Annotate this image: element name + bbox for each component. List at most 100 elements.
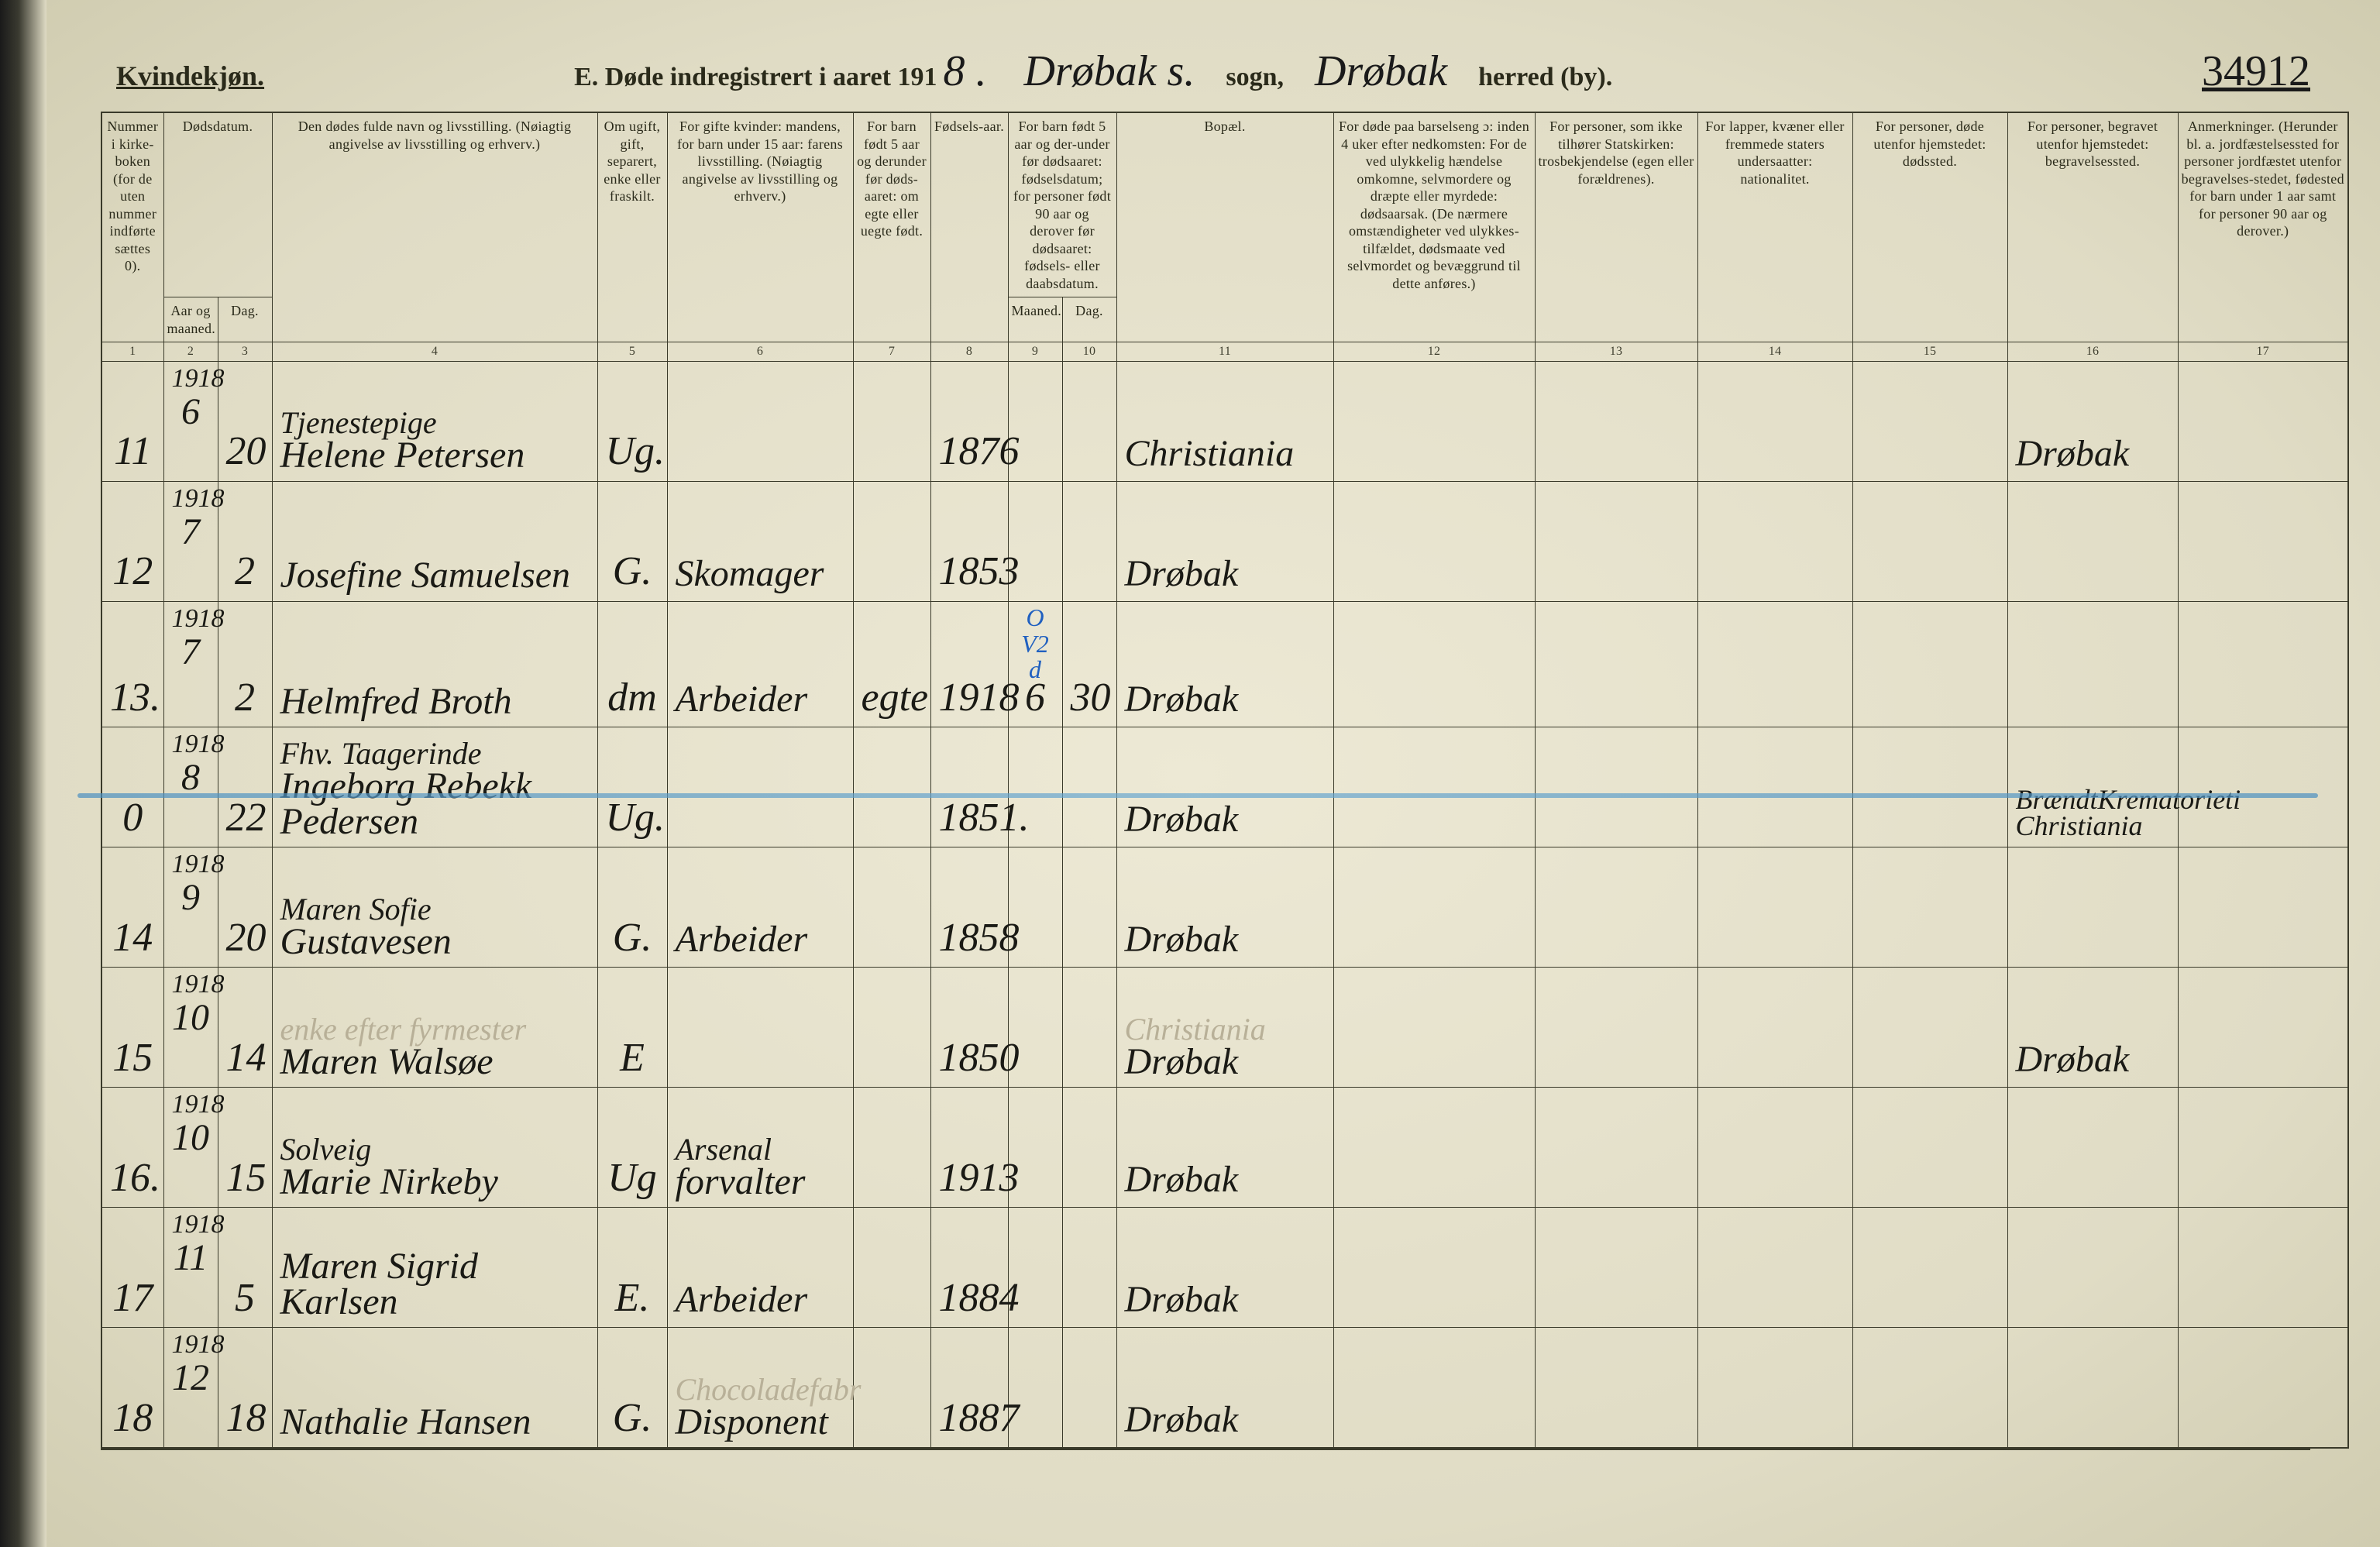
place-of-death <box>1852 1328 2007 1449</box>
creed <box>1535 727 1697 847</box>
birth-year: 1913 <box>930 1088 1008 1208</box>
legitimate: egte <box>853 602 930 727</box>
legitimate <box>853 1208 930 1328</box>
birth-day <box>1062 847 1116 968</box>
residence: Drøbak <box>1116 847 1333 968</box>
burial-place <box>2007 1088 2178 1208</box>
entry-number: 12 <box>101 482 163 602</box>
name-occupation: Fhv. TaagerindeIngeborg Rebekk Pedersen <box>272 727 597 847</box>
residence: Drøbak <box>1116 602 1333 727</box>
colnum: 15 <box>1852 342 2007 362</box>
colnum-row: 1 2 3 4 5 6 7 8 9 10 11 12 13 14 15 16 1… <box>101 342 2348 362</box>
table-row: 16.19181015SolveigMarie NirkebyUgArsenal… <box>101 1088 2348 1208</box>
place-of-death <box>1852 362 2007 482</box>
remarks <box>2178 362 2348 482</box>
colnum: 5 <box>597 342 667 362</box>
table-body: 111918620TjenestepigeHelene PetersenUg.1… <box>101 362 2348 1449</box>
death-day: 2 <box>218 602 272 727</box>
marital-status: Ug. <box>597 727 667 847</box>
ledger-page: Kvindekjøn. E. Døde indregistrert i aare… <box>0 0 2380 1547</box>
creed <box>1535 482 1697 602</box>
birth-day: 30 <box>1062 602 1116 727</box>
table-row: 171918115Maren Sigrid KarlsenE.Arbeider1… <box>101 1208 2348 1328</box>
death-year-month: 191810 <box>163 1088 218 1208</box>
birth-day <box>1062 1328 1116 1449</box>
nationality <box>1697 847 1852 968</box>
nationality <box>1697 362 1852 482</box>
cause-of-death <box>1333 847 1535 968</box>
colnum: 16 <box>2007 342 2178 362</box>
col-7-head: For barn født 5 aar og derunder før døds… <box>853 112 930 342</box>
page-header: Kvindekjøn. E. Døde indregistrert i aare… <box>77 31 2334 104</box>
legitimate <box>853 482 930 602</box>
birth-day <box>1062 1208 1116 1328</box>
nationality <box>1697 1328 1852 1449</box>
col-1-head: Nummer i kirke-boken (for de uten nummer… <box>101 112 163 342</box>
legitimate <box>853 847 930 968</box>
colnum: 4 <box>272 342 597 362</box>
name-occupation: SolveigMarie Nirkeby <box>272 1088 597 1208</box>
place-of-death <box>1852 727 2007 847</box>
residence: Drøbak <box>1116 1208 1333 1328</box>
remarks <box>2178 847 2348 968</box>
table-row: 01918822Fhv. TaagerindeIngeborg Rebekk P… <box>101 727 2348 847</box>
birth-day <box>1062 362 1116 482</box>
burial-place: Drøbak <box>2007 968 2178 1088</box>
cause-of-death <box>1333 1328 1535 1449</box>
colnum: 7 <box>853 342 930 362</box>
name-occupation: TjenestepigeHelene Petersen <box>272 362 597 482</box>
place-of-death <box>1852 1088 2007 1208</box>
death-year-month: 191812 <box>163 1328 218 1449</box>
birth-year: 1850 <box>930 968 1008 1088</box>
death-day: 20 <box>218 362 272 482</box>
death-year-month: 19189 <box>163 847 218 968</box>
colnum: 6 <box>667 342 853 362</box>
name-occupation: Nathalie Hansen <box>272 1328 597 1449</box>
col-17-head: Anmerkninger. (Herunder bl. a. jordfæste… <box>2178 112 2348 342</box>
marital-status: G. <box>597 1328 667 1449</box>
death-day: 15 <box>218 1088 272 1208</box>
spouse-father-occupation <box>667 362 853 482</box>
marital-status: Ug <box>597 1088 667 1208</box>
birth-year: 1853 <box>930 482 1008 602</box>
creed <box>1535 968 1697 1088</box>
residence: Christiania <box>1116 362 1333 482</box>
colnum: 2 <box>163 342 218 362</box>
death-day: 14 <box>218 968 272 1088</box>
header-row-1: Nummer i kirke-boken (for de uten nummer… <box>101 112 2348 297</box>
gender-heading: Kvindekjøn. <box>116 60 264 92</box>
entry-number: 18 <box>101 1328 163 1449</box>
marital-status: E. <box>597 1208 667 1328</box>
remarks <box>2178 968 2348 1088</box>
col-8-head: Fødsels-aar. <box>930 112 1008 342</box>
col-9-head: Maaned. <box>1008 297 1062 342</box>
cause-of-death <box>1333 727 1535 847</box>
spouse-father-occupation: Arsenalforvalter <box>667 1088 853 1208</box>
death-year-month: 191810 <box>163 968 218 1088</box>
col-13-head: For personer, som ikke tilhører Statskir… <box>1535 112 1697 342</box>
sogn-label: sogn, <box>1226 63 1284 92</box>
birth-day <box>1062 727 1116 847</box>
col-2b-head: Dag. <box>218 297 272 342</box>
table-row: 12191872Josefine SamuelsenG.Skomager1853… <box>101 482 2348 602</box>
death-day: 20 <box>218 847 272 968</box>
colnum: 12 <box>1333 342 1535 362</box>
col-12-head: For døde paa barselseng ɔ: inden 4 uker … <box>1333 112 1535 342</box>
name-occupation: enke efter fyrmesterMaren Walsøe <box>272 968 597 1088</box>
death-day: 5 <box>218 1208 272 1328</box>
nationality <box>1697 1208 1852 1328</box>
residence: Drøbak <box>1116 1088 1333 1208</box>
cause-of-death <box>1333 1088 1535 1208</box>
colnum: 13 <box>1535 342 1697 362</box>
col-10-head: Dag. <box>1062 297 1116 342</box>
remarks <box>2178 482 2348 602</box>
birth-year: 1858 <box>930 847 1008 968</box>
sogn-handwritten: Drøbak s. <box>992 46 1226 96</box>
nationality <box>1697 968 1852 1088</box>
death-day: 2 <box>218 482 272 602</box>
entry-number: 16. <box>101 1088 163 1208</box>
burial-place <box>2007 602 2178 727</box>
spouse-father-occupation: Skomager <box>667 482 853 602</box>
place-of-death <box>1852 602 2007 727</box>
name-occupation: Helmfred Broth <box>272 602 597 727</box>
